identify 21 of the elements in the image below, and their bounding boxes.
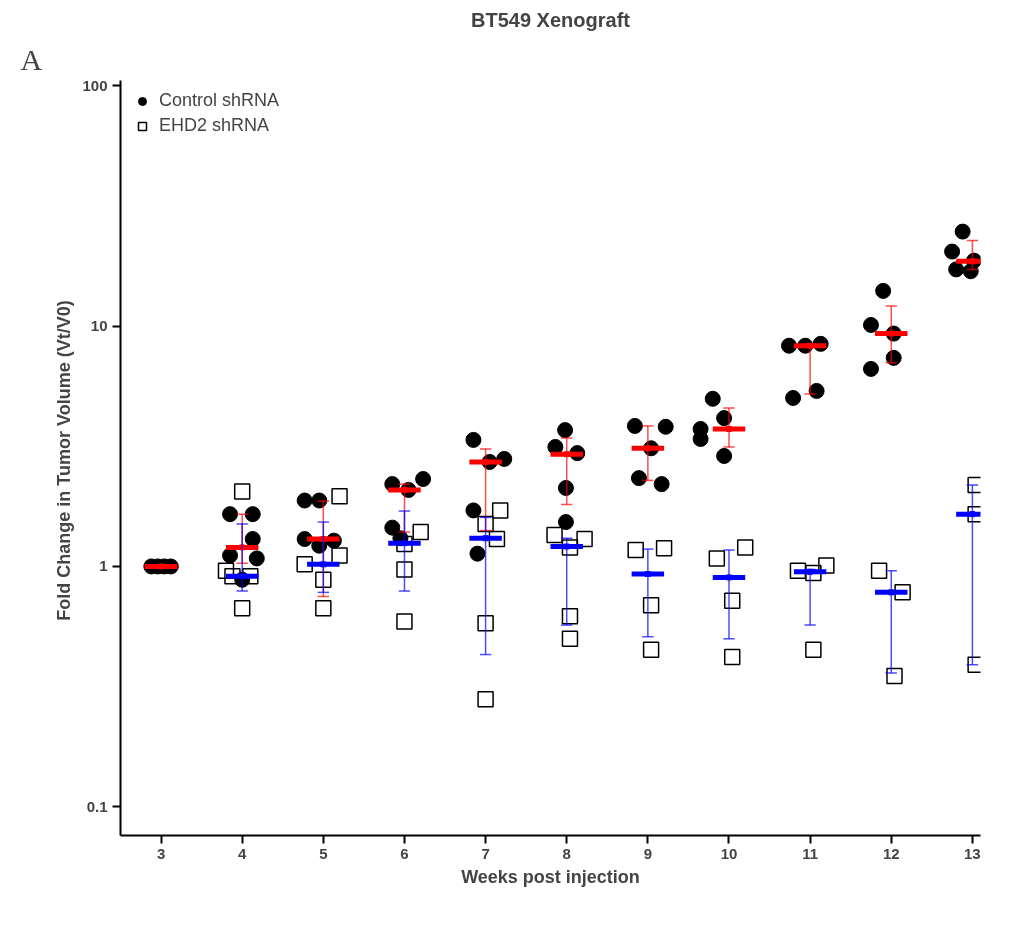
y-tick-label: 0.1 <box>86 797 108 815</box>
x-tick-label: 6 <box>400 844 409 862</box>
x-tick-label: 3 <box>156 844 166 862</box>
x-tick-label: 8 <box>562 844 571 862</box>
x-tick-label: 5 <box>319 844 328 862</box>
x-tick-label: 7 <box>481 844 490 862</box>
x-tick-label: 12 <box>882 844 900 862</box>
y-axis-title: Fold Change in Tumor Volume (Vt/V0) <box>54 300 75 621</box>
text: A <box>20 42 43 76</box>
legend-label: Control shRNA <box>159 90 280 111</box>
y-tick-label: 100 <box>82 76 108 94</box>
y-tick-label: 1 <box>99 557 108 575</box>
chart-title: BT549 Xenograft <box>471 8 631 31</box>
x-axis-title: Weeks post injection <box>461 866 640 887</box>
x-tick-label: 10 <box>720 844 738 862</box>
x-tick-label: 9 <box>643 844 653 862</box>
x-tick-label: 11 <box>802 844 819 862</box>
legend-label: EHD2 shRNA <box>159 115 270 136</box>
y-tick-label: 10 <box>90 317 108 335</box>
x-tick-label: 13 <box>964 844 981 862</box>
x-tick-label: 4 <box>238 844 248 862</box>
